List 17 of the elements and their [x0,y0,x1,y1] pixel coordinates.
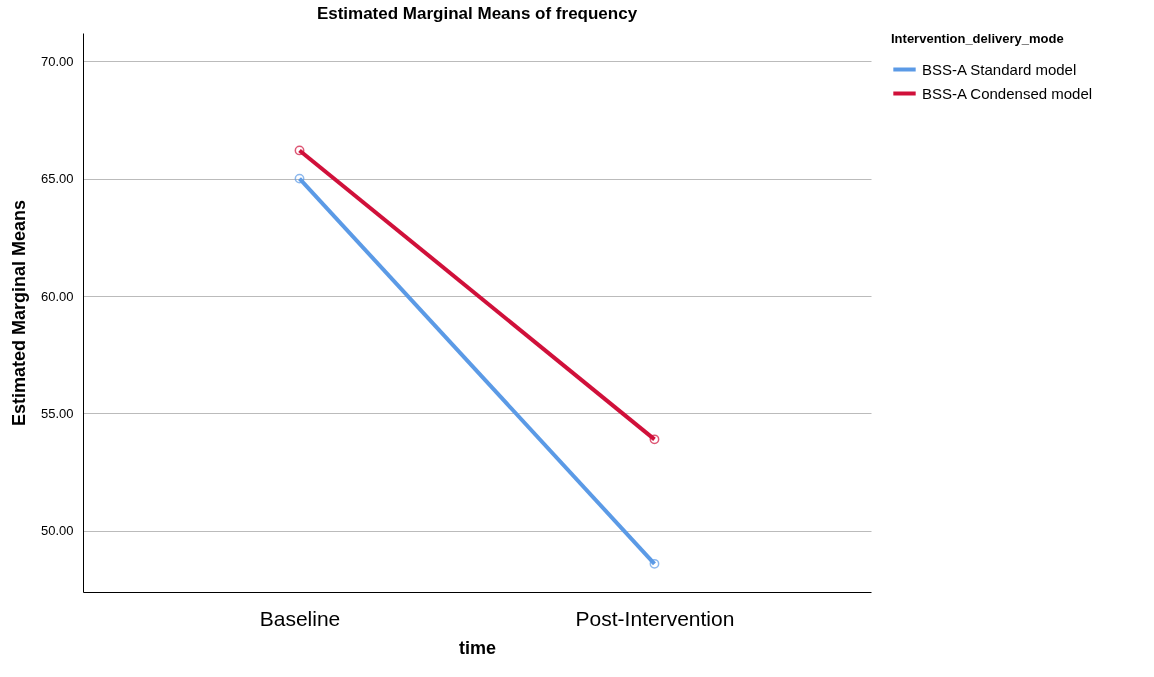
legend-label: BSS-A Standard model [922,60,1077,78]
legend-title: Intervention_delivery_mode [891,31,1064,46]
y-tick-label: 50.00 [40,523,74,539]
y-tick-label: 55.00 [40,406,74,421]
point [649,434,660,445]
point [294,173,305,184]
point [649,558,660,569]
y-axis-title: Estimated Marginal Means [8,199,29,427]
x-axis-title: time [458,637,497,658]
y-tick-label: 60.00 [40,288,74,304]
x-tick-label: Post-Intervention [575,606,735,630]
chart-title: Estimated Marginal Means of frequency [316,4,638,23]
point [294,145,305,156]
y-tick-label: 70.00 [40,53,74,69]
legend-label: BSS-A Condensed model [922,84,1093,102]
x-tick-label: Baseline [259,606,341,630]
y-tick-label: 65.00 [40,171,74,187]
